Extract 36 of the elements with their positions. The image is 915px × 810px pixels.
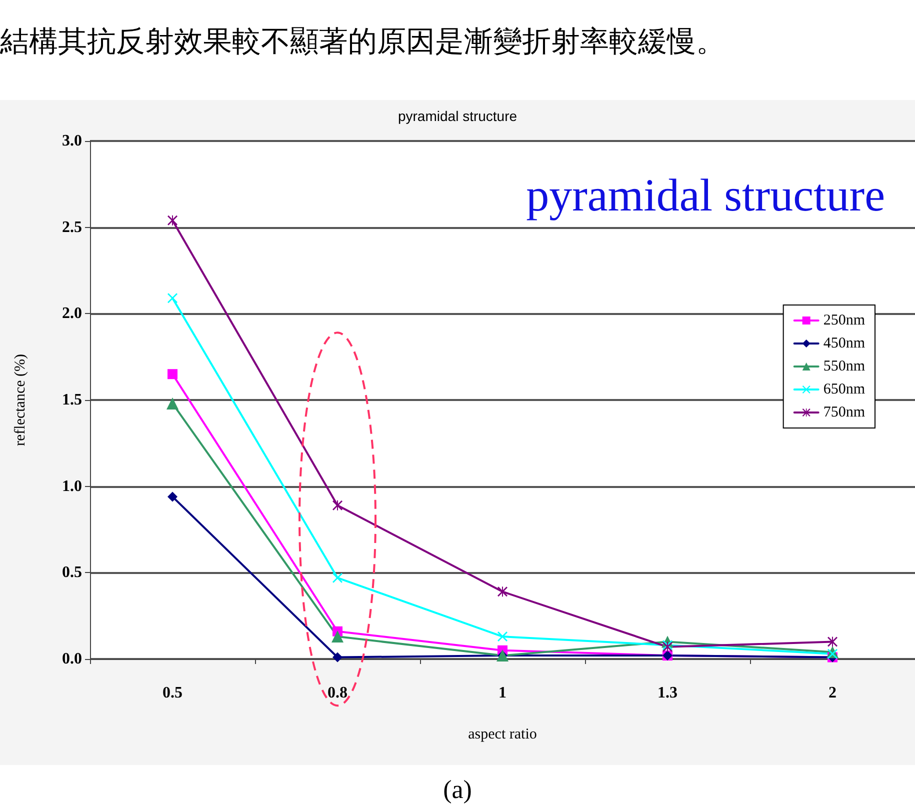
point xyxy=(498,586,508,597)
point xyxy=(168,293,178,304)
annotation: pyramidal structure xyxy=(526,170,886,220)
y-tick-label: 3.0 xyxy=(62,132,82,150)
legend-label: 650nm xyxy=(823,382,866,398)
y-tick-label: 2.0 xyxy=(62,305,82,322)
y-tick-label: 1.0 xyxy=(62,478,82,495)
point xyxy=(168,369,178,380)
x-tick-label: 0.8 xyxy=(328,684,348,702)
point xyxy=(332,652,342,662)
y-tick-label: 0.5 xyxy=(62,564,82,582)
legend-label: 550nm xyxy=(823,358,866,374)
point xyxy=(166,397,178,410)
y-tick-label: 0.0 xyxy=(62,650,82,668)
chart-title: pyramidal structure xyxy=(398,108,518,124)
legend-label: 450nm xyxy=(823,336,866,352)
x-tick-label: 1 xyxy=(498,684,506,702)
point xyxy=(168,215,178,226)
legend-label: 250nm xyxy=(823,312,866,328)
x-tick-label: 2 xyxy=(828,684,836,702)
x-tick-label: 1.3 xyxy=(658,684,678,702)
point xyxy=(332,630,344,643)
text: 結構其抗反射效果較不顯著的原因是漸變折射率較緩慢。 xyxy=(0,23,726,60)
point xyxy=(168,492,178,502)
point xyxy=(828,648,838,659)
y-axis-title: reflectance (%) xyxy=(12,354,28,446)
y-tick-label: 2.5 xyxy=(62,218,82,236)
x-axis-title: aspect ratio xyxy=(468,726,537,742)
point xyxy=(332,572,342,583)
text: (a) xyxy=(442,775,473,805)
legend-label: 750nm xyxy=(823,404,866,420)
point xyxy=(828,636,838,647)
x-tick-label: 0.5 xyxy=(162,684,182,702)
point xyxy=(498,632,508,642)
y-tick-label: 1.5 xyxy=(62,392,82,408)
point xyxy=(332,500,342,510)
